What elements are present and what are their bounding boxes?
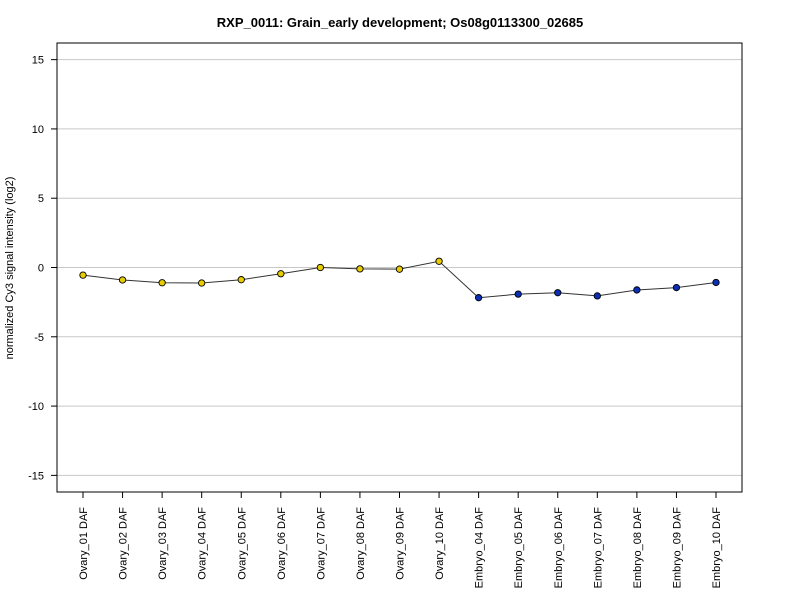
grid-lines [57, 59, 742, 476]
x-tick-label: Embryo_10 DAF [711, 507, 723, 589]
chart-title: RXP_0011: Grain_early development; Os08g… [217, 15, 583, 30]
data-point [79, 271, 87, 279]
data-point [514, 290, 522, 298]
x-tick-label: Ovary_06 DAF [276, 507, 288, 580]
x-tick-label: Ovary_01 DAF [78, 507, 90, 580]
data-point [277, 270, 285, 278]
y-tick-label: -15 [28, 470, 44, 482]
data-point [554, 289, 562, 297]
x-tick-label: Embryo_07 DAF [592, 507, 604, 589]
x-tick-label: Ovary_09 DAF [395, 507, 407, 580]
data-point [474, 294, 483, 302]
x-tick-label: Ovary_02 DAF [118, 507, 130, 580]
x-tick-label: Ovary_03 DAF [157, 507, 169, 580]
data-point [435, 257, 443, 265]
data-points [79, 257, 720, 302]
x-tick-label: Ovary_07 DAF [315, 507, 327, 580]
data-point [633, 286, 641, 294]
y-tick-label: -10 [28, 401, 44, 413]
x-tick-label: Embryo_04 DAF [474, 507, 486, 589]
x-tick-label: Embryo_09 DAF [671, 507, 683, 589]
data-point [118, 276, 127, 284]
x-tick-label: Embryo_05 DAF [513, 507, 525, 589]
y-tick-label: 15 [32, 55, 44, 67]
y-tick-label: 0 [38, 263, 44, 275]
x-tick-label: Ovary_08 DAF [355, 507, 367, 580]
data-point [672, 283, 681, 292]
data-point [593, 292, 601, 300]
data-point [712, 278, 720, 287]
y-tick-label: 10 [32, 124, 44, 136]
y-tick-label: -5 [34, 332, 44, 344]
y-axis-label: normalized Cy3 signal intensity (log2) [4, 177, 16, 360]
x-tick-label: Ovary_04 DAF [197, 507, 209, 580]
y-axis: 15 10 5 0 -5 -10 -15 [28, 55, 57, 482]
data-point [198, 279, 206, 287]
data-point [316, 263, 325, 272]
data-point [395, 265, 404, 273]
data-point [356, 265, 364, 273]
x-tick-label: Ovary_10 DAF [434, 507, 446, 580]
x-tick-label: Embryo_06 DAF [553, 507, 565, 589]
x-tick-label: Ovary_05 DAF [236, 507, 248, 580]
x-axis: Ovary_01 DAF Ovary_02 DAF Ovary_03 DAF Ovar… [78, 492, 723, 588]
x-tick-label: Embryo_08 DAF [632, 507, 644, 589]
data-point [158, 279, 166, 287]
y-tick-label: 5 [38, 193, 44, 205]
data-point [237, 276, 245, 284]
